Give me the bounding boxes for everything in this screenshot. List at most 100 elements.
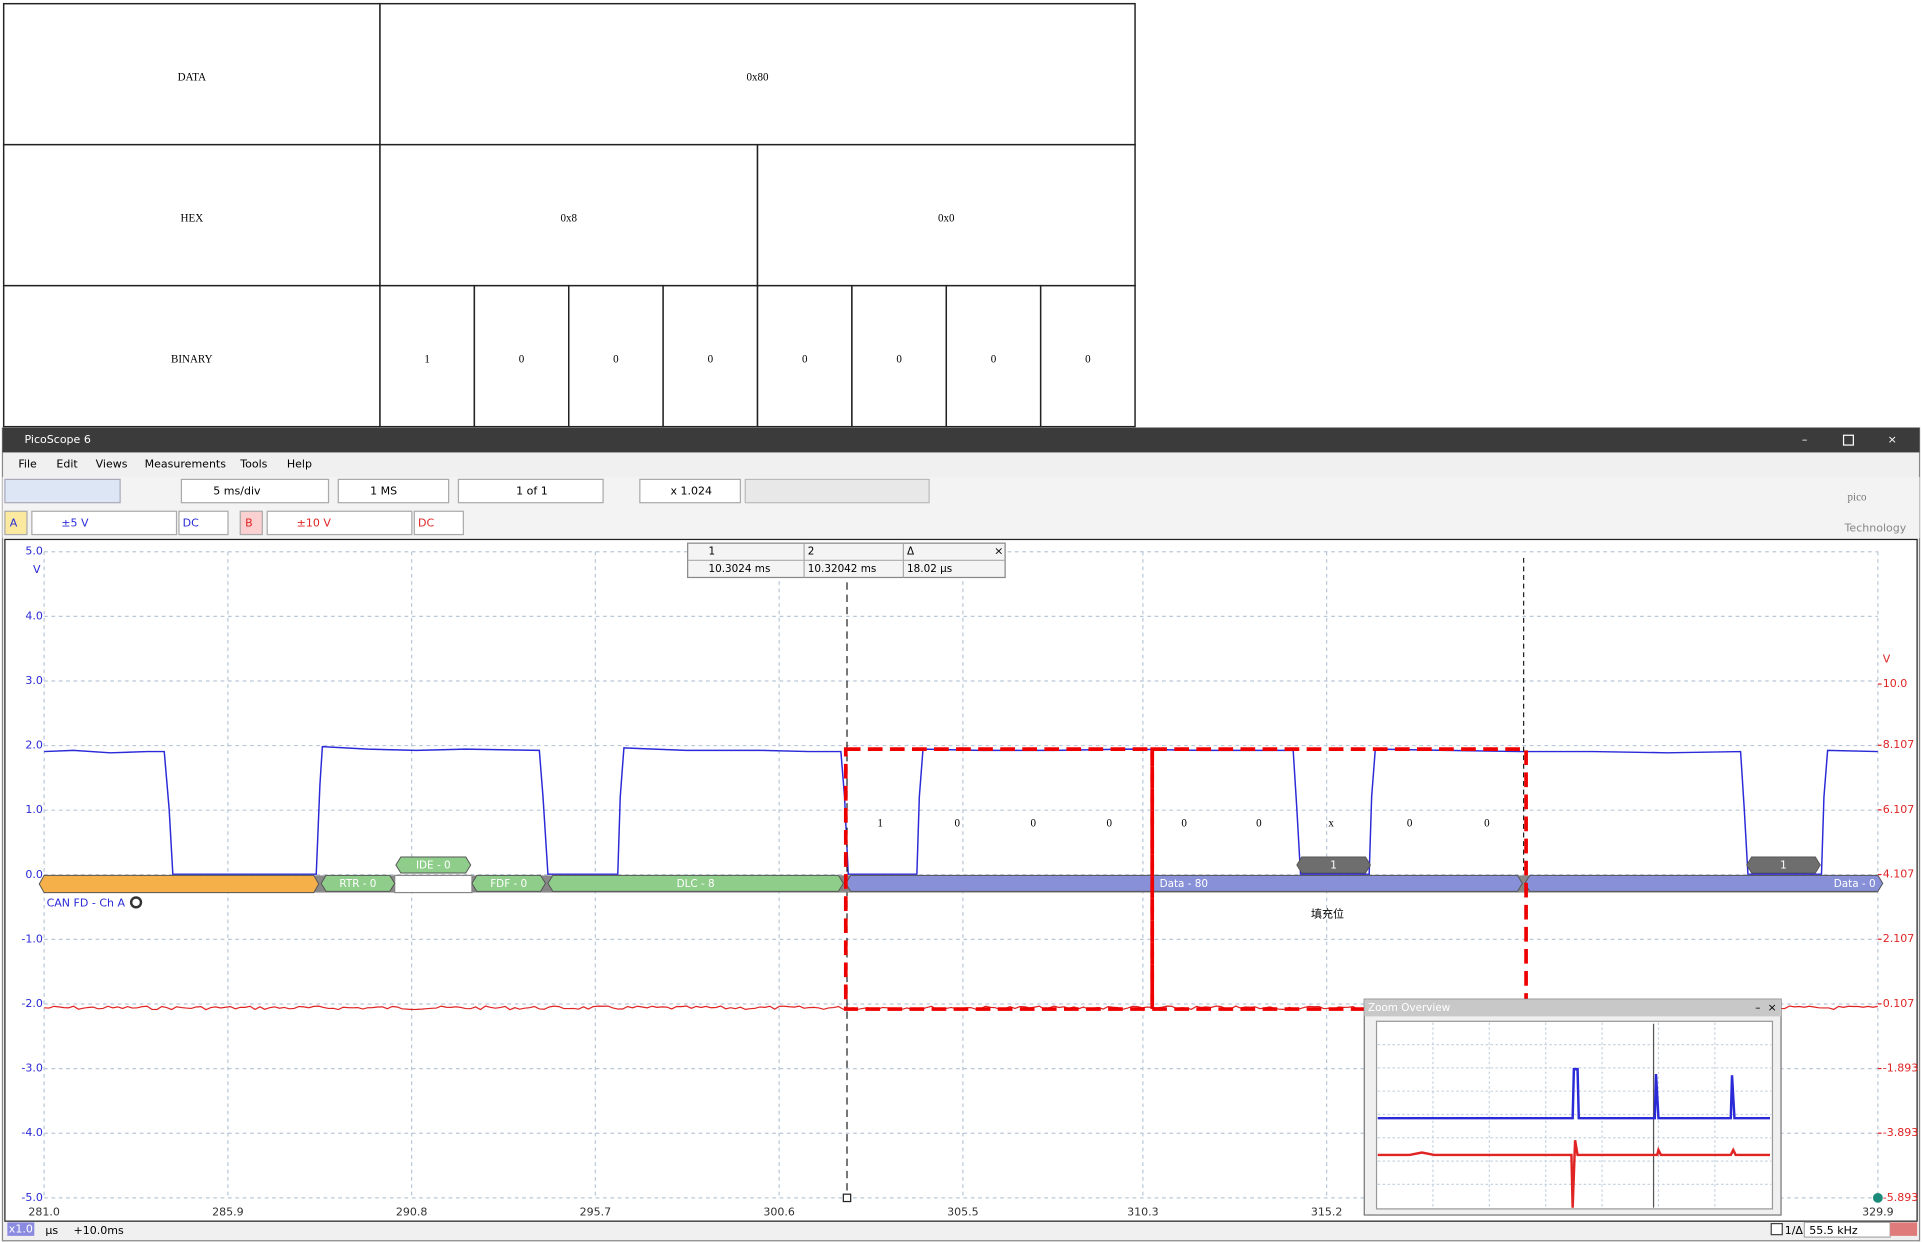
y2-tick-label: 6.107 [1883, 803, 1915, 816]
table-cell [379, 143, 759, 287]
zoom-overview-title-bar [1364, 999, 1782, 1017]
capture-box[interactable] [457, 478, 604, 504]
decoder-label: 1 [1330, 860, 1337, 872]
table-cell [945, 284, 1042, 428]
table-cell [662, 284, 759, 428]
decoder-field [1746, 856, 1821, 874]
y2-zoom-badge [1890, 1222, 1918, 1236]
channel-name[interactable]: B [245, 517, 253, 530]
samples[interactable]: 1 MS [370, 485, 397, 498]
table-text: 0 [1085, 353, 1091, 365]
y-tick-label: 3.0 [25, 674, 43, 687]
y-tick-label: 2.0 [25, 739, 43, 752]
y-tick-label: 5.0 [25, 545, 43, 558]
decoder-field [1296, 856, 1371, 874]
x-tick-label: 305.5 [947, 1206, 979, 1219]
cursor-header: 2 [808, 546, 815, 558]
decoder-label: Data - 0 [1834, 878, 1876, 890]
decoder-name: CAN FD - Ch A [47, 897, 126, 910]
cursor-table-close[interactable]: × [994, 545, 1003, 558]
y-tick-label: 0.0 [25, 868, 43, 881]
cursor-value: 10.3024 ms [708, 563, 770, 575]
bit-label: x [1328, 817, 1334, 829]
y2-tick-label: -3.893 [1883, 1126, 1919, 1139]
decoder: RTR - 0 IDE - 0 FDF - 0 DLC - 8 Data - 80 1 1 D… [38, 856, 1884, 910]
menu-item[interactable]: Measurements [145, 458, 227, 471]
x-tick-label: 315.2 [1311, 1206, 1343, 1219]
logo-tagline: Technology [1844, 521, 1907, 534]
plot: 281.0 285.9 290.8 295.7 300.6 305.5 310.3 315.2… [21, 545, 1918, 1219]
restore[interactable] [1842, 434, 1854, 446]
menu-item[interactable]: Edit [56, 458, 78, 471]
view-buttons[interactable] [4, 478, 121, 504]
table-text: 0x8 [560, 212, 577, 224]
tool-buttons[interactable] [744, 478, 930, 504]
y2-unit: V [1883, 653, 1891, 666]
bit-label: 0 [1031, 817, 1037, 829]
table-cell [379, 284, 476, 428]
cursor-table-cells: 1 10.3024 ms 2 10.32042 ms Δ 18.02 µs [708, 546, 952, 575]
decoder-gap [394, 874, 473, 894]
timebase-box[interactable] [180, 478, 330, 504]
decoder-label: 1 [1780, 860, 1787, 872]
cursor-handle[interactable] [842, 1193, 852, 1203]
coupling-box[interactable] [178, 510, 229, 536]
zoom-box[interactable] [639, 478, 741, 504]
x-tick-label: 300.6 [763, 1206, 795, 1219]
table-cell [473, 284, 570, 428]
timebase[interactable]: 5 ms/div [213, 485, 261, 498]
samples-box[interactable] [337, 478, 450, 504]
table-cell [756, 284, 853, 428]
decoder-label: DLC - 8 [677, 878, 715, 890]
y2-tick-label: 0.107 [1883, 997, 1915, 1010]
y-unit: V [33, 563, 41, 576]
channel-badge[interactable] [4, 510, 28, 536]
menu-item[interactable]: File [18, 458, 37, 471]
range-box[interactable] [266, 510, 413, 536]
annotation-box [1150, 747, 1528, 1011]
sof-id-segment [38, 874, 320, 894]
y2-tick-label: 4.107 [1883, 868, 1915, 881]
table-cell [2, 143, 381, 287]
channel-coupling[interactable]: DC [418, 517, 434, 530]
range-box[interactable] [31, 510, 178, 536]
y-tick-label: -1.0 [21, 932, 42, 945]
ruler-handle[interactable] [1872, 1192, 1883, 1203]
channel-range[interactable]: ±10 V [297, 517, 332, 530]
zoom-overview-close[interactable]: × [1768, 1001, 1777, 1014]
cursor-value: 10.32042 ms [808, 563, 877, 575]
channel-name[interactable]: A [10, 517, 18, 530]
zoom-factor[interactable]: x 1.024 [670, 485, 712, 498]
table-text: 0 [519, 353, 525, 365]
coupling-box[interactable] [413, 510, 464, 536]
channel-range[interactable]: ±5 V [61, 517, 89, 530]
close[interactable]: × [1888, 433, 1897, 446]
cursor-header: Δ [907, 546, 915, 558]
y-tick-label: 4.0 [25, 609, 43, 622]
x-tick-label: 295.7 [580, 1206, 612, 1219]
capture[interactable]: 1 of 1 [516, 485, 548, 498]
bit-label: 0 [1181, 817, 1187, 829]
channel-badge[interactable] [239, 510, 263, 536]
minimize[interactable]: – [1802, 433, 1808, 446]
bit-label: 0 [1484, 817, 1490, 829]
menu-item[interactable]: Tools [239, 458, 267, 471]
table-text: 0 [991, 353, 997, 365]
decoder-field [471, 874, 547, 892]
bit-label: 1 [877, 817, 883, 829]
freq-checkbox[interactable] [1770, 1222, 1783, 1236]
y2-tick-label: 2.107 [1883, 932, 1915, 945]
menu-item[interactable]: Views [96, 458, 128, 471]
x-tick-label: 329.9 [1862, 1206, 1894, 1219]
decoder-settings[interactable] [129, 896, 143, 909]
channel-coupling[interactable]: DC [183, 517, 199, 530]
bit-table: DATA 0x80 HEX 0x8 0x0 BINARY 1 0 0 0 0 0 0 0 [2, 2, 1136, 428]
frequency: 55.5 kHz [1809, 1224, 1858, 1237]
decoder-field [845, 874, 1523, 892]
logo: pico [1848, 491, 1867, 503]
zoom-overview-minimize[interactable]: – [1755, 1002, 1760, 1014]
menu-item[interactable]: Help [287, 458, 312, 471]
cursor-value: 18.02 µs [907, 563, 952, 575]
bit-label: 0 [1107, 817, 1113, 829]
